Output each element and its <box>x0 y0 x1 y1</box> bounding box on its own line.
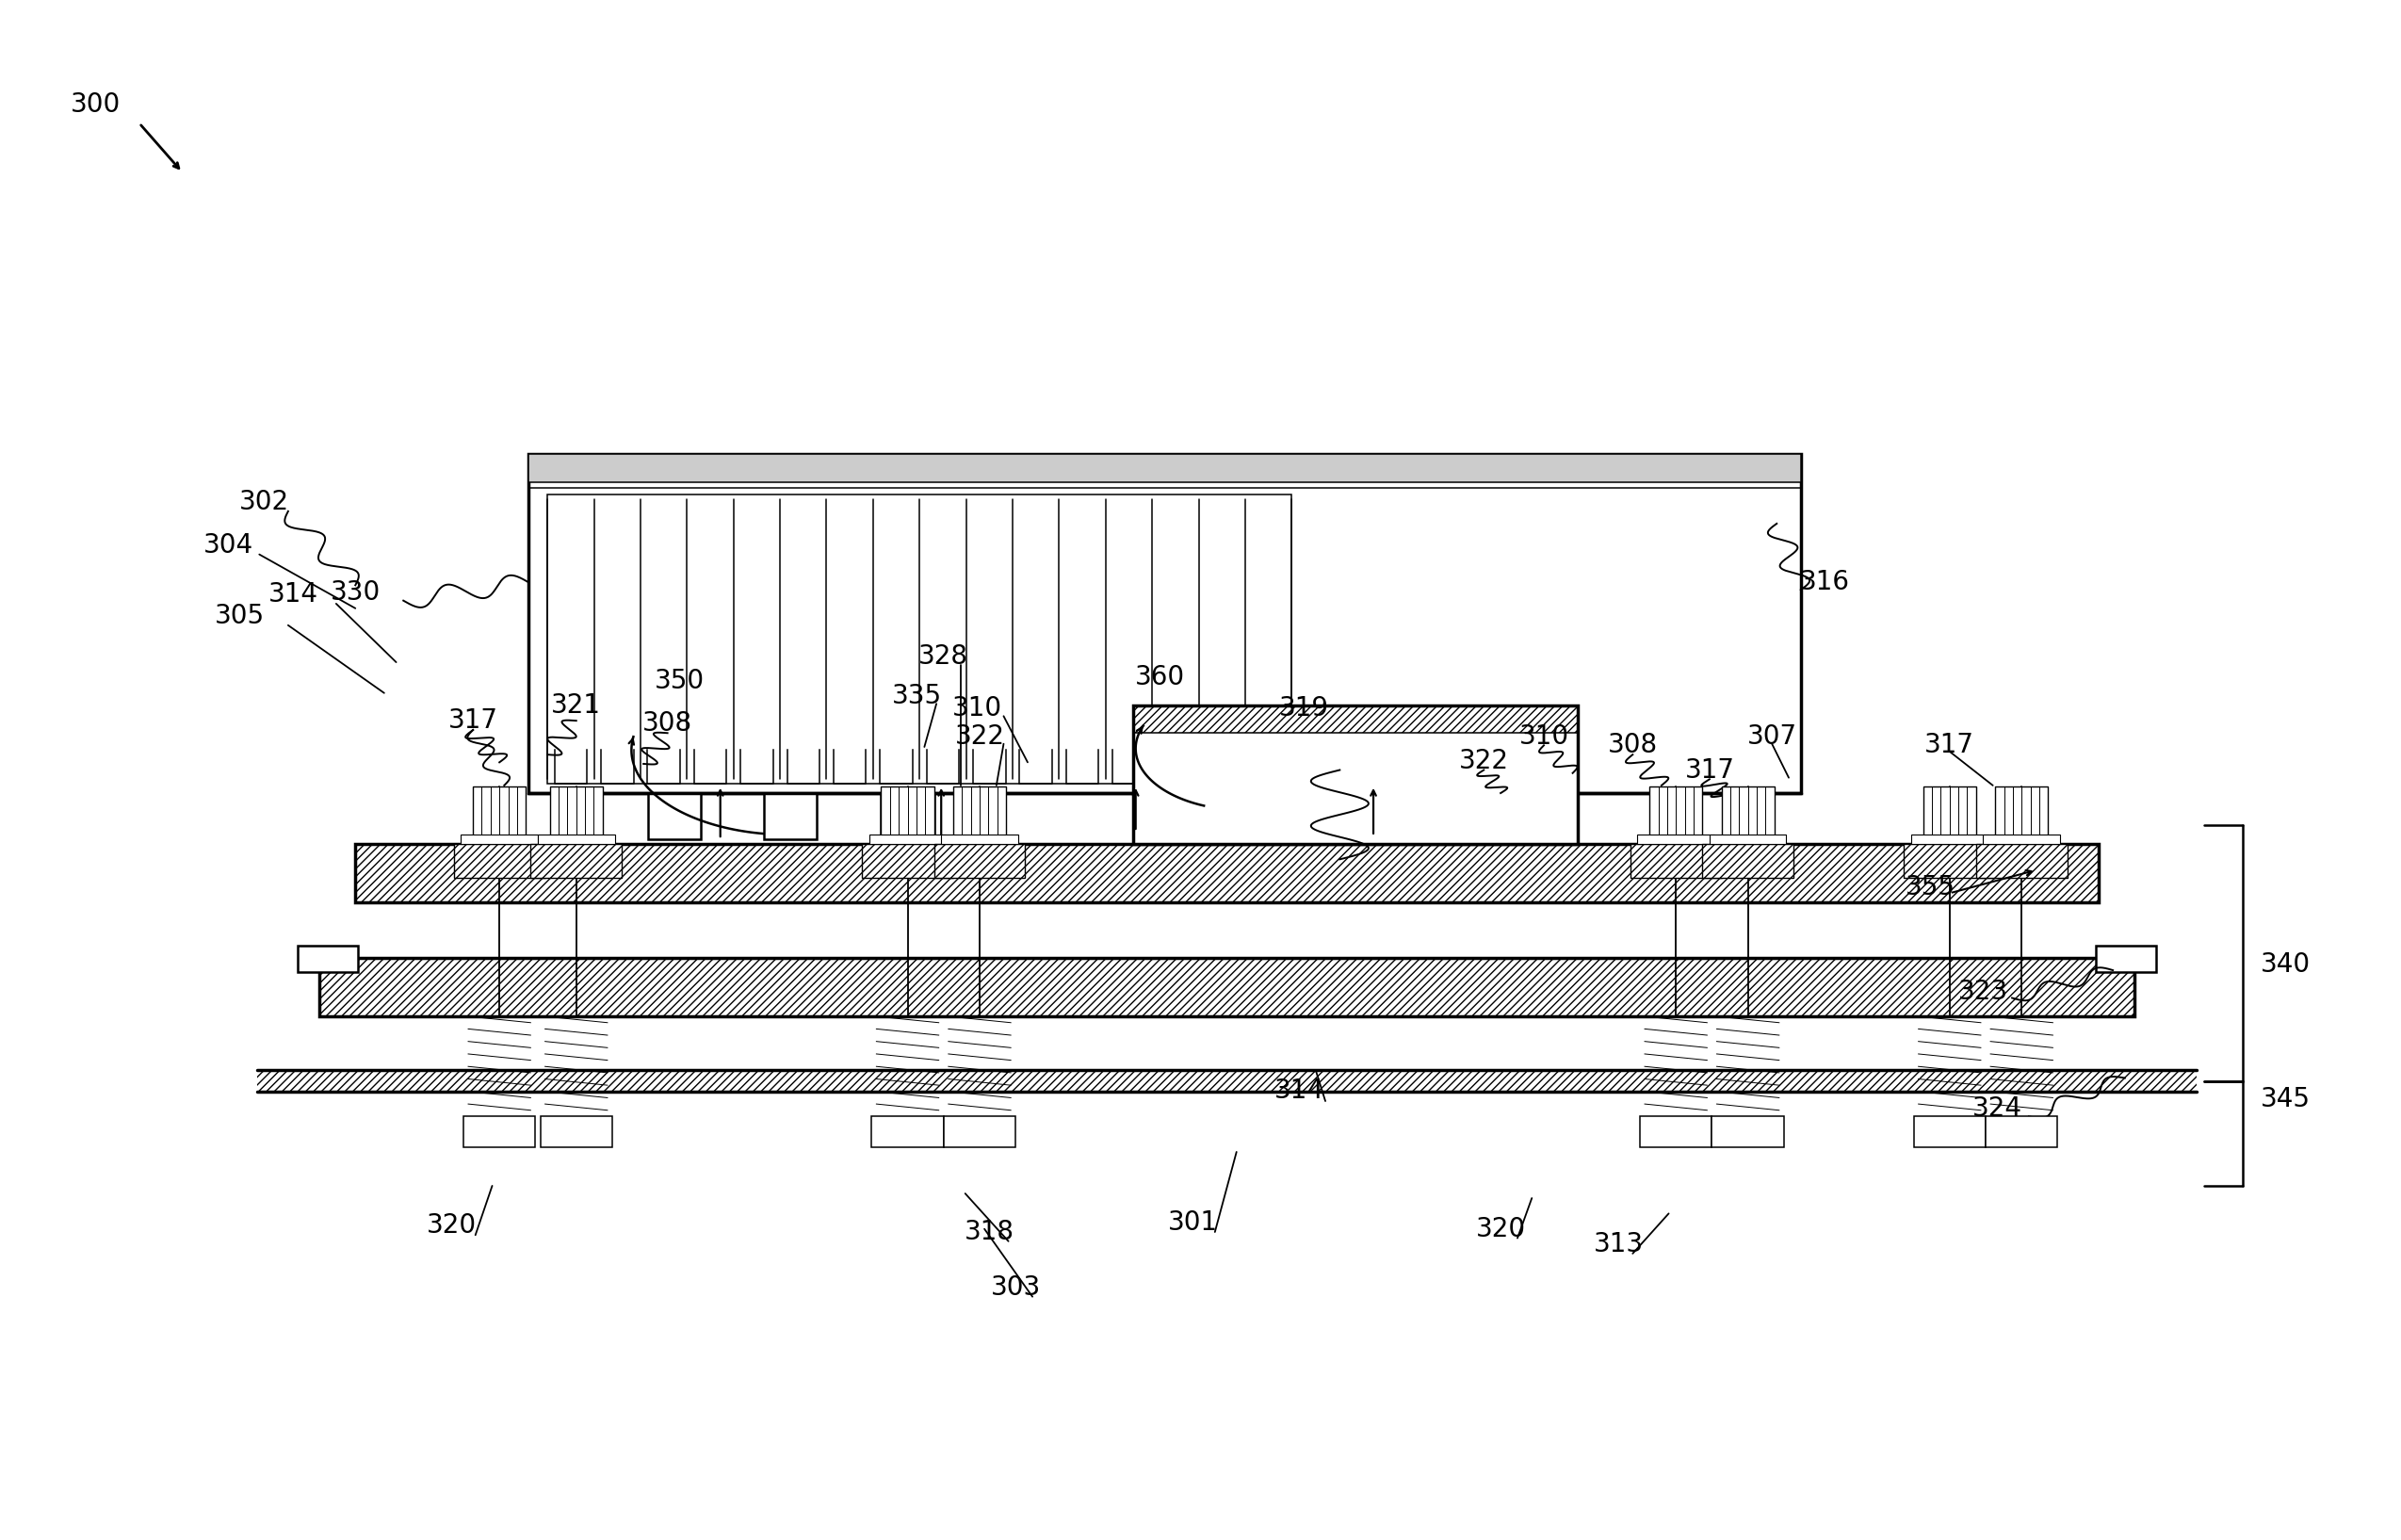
Text: 308: 308 <box>1609 732 1657 759</box>
Text: 302: 302 <box>240 488 288 516</box>
Bar <box>528 454 1801 482</box>
Text: 316: 316 <box>1801 568 1849 596</box>
Bar <box>1640 1116 1712 1147</box>
Bar <box>1133 705 1577 844</box>
Bar <box>953 787 1006 836</box>
Bar <box>941 835 1018 844</box>
Text: 320: 320 <box>1477 1215 1525 1243</box>
Text: 307: 307 <box>1748 722 1796 750</box>
Text: 301: 301 <box>1169 1209 1217 1237</box>
Bar <box>862 844 953 878</box>
Text: 324: 324 <box>1974 1095 2022 1123</box>
Bar <box>454 844 545 878</box>
Bar <box>319 958 2134 1016</box>
Text: 328: 328 <box>920 642 968 670</box>
Bar <box>1649 787 1702 836</box>
Text: 308: 308 <box>643 710 691 738</box>
Bar <box>869 835 946 844</box>
Text: 300: 300 <box>72 91 120 119</box>
Bar <box>1904 844 1995 878</box>
Bar <box>531 844 622 878</box>
Bar <box>1722 787 1774 836</box>
Bar <box>1637 835 1714 844</box>
Text: 310: 310 <box>953 695 1001 722</box>
Bar <box>1976 844 2067 878</box>
Bar <box>934 844 1025 878</box>
Text: 304: 304 <box>204 531 252 559</box>
Text: 321: 321 <box>552 691 600 719</box>
Bar <box>355 844 2098 902</box>
Text: 310: 310 <box>1520 722 1568 750</box>
Text: 355: 355 <box>1906 873 1954 901</box>
Text: 305: 305 <box>216 602 264 630</box>
Bar <box>934 844 1025 878</box>
Bar <box>1911 835 1988 844</box>
Bar <box>1702 844 1794 878</box>
Bar <box>1986 1116 2058 1147</box>
Bar <box>1983 835 2060 844</box>
Bar <box>1702 844 1794 878</box>
Bar <box>1923 787 1976 836</box>
Text: 323: 323 <box>1959 978 2007 1006</box>
Bar <box>454 844 545 878</box>
Bar <box>944 1116 1016 1147</box>
Bar <box>538 835 615 844</box>
Bar <box>764 793 816 839</box>
Bar <box>881 793 934 839</box>
Text: 345: 345 <box>2262 1086 2310 1113</box>
Text: 322: 322 <box>956 722 1004 750</box>
Bar <box>461 835 538 844</box>
Text: 335: 335 <box>893 682 941 710</box>
Bar <box>1914 1116 1986 1147</box>
Text: 350: 350 <box>655 667 703 695</box>
Text: 303: 303 <box>992 1274 1040 1301</box>
Bar <box>473 787 526 836</box>
Bar <box>257 1070 2197 1092</box>
Bar <box>540 1116 612 1147</box>
Text: 313: 313 <box>1594 1230 1642 1258</box>
Bar <box>2096 946 2156 972</box>
Text: 317: 317 <box>1926 732 1974 759</box>
Bar <box>531 844 622 878</box>
Bar <box>1630 844 1722 878</box>
Text: 318: 318 <box>965 1218 1013 1246</box>
Text: 314: 314 <box>1275 1076 1323 1104</box>
Text: 317: 317 <box>449 707 497 735</box>
Bar <box>1904 844 1995 878</box>
Bar <box>1630 844 1722 878</box>
Bar <box>1133 705 1577 733</box>
Bar <box>1995 787 2048 836</box>
Bar <box>881 787 934 836</box>
Bar <box>528 454 1801 793</box>
Bar <box>1976 844 2067 878</box>
Text: 320: 320 <box>427 1212 475 1240</box>
Bar <box>319 958 2134 1016</box>
Bar <box>463 1116 535 1147</box>
Bar <box>648 793 701 839</box>
Bar <box>298 946 358 972</box>
Bar <box>872 1116 944 1147</box>
Bar <box>862 844 953 878</box>
Bar <box>550 787 603 836</box>
Bar <box>1710 835 1786 844</box>
Bar <box>1712 1116 1784 1147</box>
Text: 322: 322 <box>1460 747 1508 775</box>
Bar <box>547 494 1292 784</box>
Text: 314: 314 <box>269 581 317 608</box>
Bar <box>355 844 2098 902</box>
Text: 360: 360 <box>1136 664 1184 691</box>
Text: 319: 319 <box>1280 695 1328 722</box>
Text: 340: 340 <box>2262 950 2310 978</box>
Text: 330: 330 <box>331 579 379 607</box>
Text: 317: 317 <box>1686 756 1734 784</box>
